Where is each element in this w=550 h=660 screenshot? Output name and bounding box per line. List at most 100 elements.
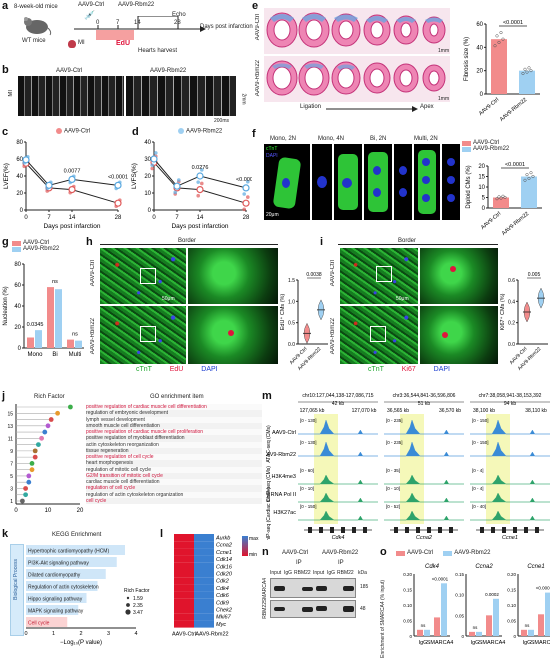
n-lane-2: RBM22 — [294, 570, 311, 576]
data-point — [150, 166, 154, 171]
data-point — [501, 194, 505, 198]
y-tick-label: 40 — [144, 140, 151, 146]
signal-track — [384, 492, 464, 503]
o-legend-ctrl: AAV9-Ctrl — [407, 550, 434, 556]
heat-cell — [194, 562, 214, 570]
x-tick-label: 28 — [243, 215, 250, 221]
data-point — [493, 44, 497, 48]
lollipop-head — [39, 435, 44, 441]
edu-label-a: EdU — [116, 40, 130, 47]
g-legend-ctrl: AAV9-Ctrl — [23, 240, 50, 246]
legend-dot — [126, 603, 130, 607]
lollipop-head — [20, 498, 25, 504]
ligation-apex-arrow — [326, 106, 418, 112]
mean-point — [242, 184, 250, 192]
signal-track — [298, 474, 378, 485]
x-tick-label: 7 — [175, 215, 179, 221]
i-rbm-zoom — [420, 306, 498, 364]
dpi-label-a: Days post infarction — [200, 24, 253, 30]
panel-letter-a: a — [2, 0, 9, 12]
lollipop-head — [42, 429, 48, 435]
series-line — [153, 162, 247, 204]
y-tick-label: 0.05 — [455, 613, 464, 618]
exon — [513, 527, 517, 533]
y-tick-label: 0 — [20, 208, 24, 214]
y-tick-label: 15 — [478, 175, 485, 181]
y-tick-label: 0 — [482, 206, 486, 212]
signal-track — [384, 510, 464, 521]
data-point — [521, 71, 525, 76]
y-tick-label: 5 — [482, 196, 486, 202]
x-tick-label: AAV9-Rbm22 — [501, 211, 530, 236]
kegg-term: MAPK signaling pathway — [28, 609, 84, 615]
bar — [491, 39, 507, 94]
coord: 127,065 kb — [300, 408, 325, 414]
data-point — [501, 37, 505, 41]
y-tick-label: 5 — [10, 474, 13, 480]
tick-28: 28 — [174, 20, 181, 26]
data-point — [525, 70, 529, 74]
gene-name: Ccne1 — [502, 535, 518, 540]
wt-mice-label: WT mice — [22, 38, 46, 44]
heat-cell — [174, 577, 194, 585]
mean-point — [68, 185, 76, 194]
f-legend-rbm: AAV9-Rbm22 — [473, 146, 510, 152]
p-value: 0.0077 — [64, 168, 81, 174]
chart-m: AAV9-Ctrl AAV9-Rbm22 H3K4me3 RNA Pol II H3K2… — [266, 393, 550, 540]
n-marker-185: 185 — [360, 584, 369, 590]
heat-cell — [174, 598, 194, 606]
heat-cell — [194, 548, 214, 556]
track-range: [0 - 40] — [472, 504, 486, 509]
p-value: 0.0345 — [27, 322, 44, 328]
gene-label: Chek2 — [216, 608, 232, 614]
exon — [502, 527, 506, 533]
p-value: ns — [72, 332, 78, 338]
lollipop-head — [45, 423, 51, 429]
y-tick-label: 60 — [16, 157, 23, 163]
f-legend: AAV9-Ctrl AAV9-Rbm22 — [462, 140, 509, 152]
panel-letter-h: h — [86, 236, 93, 248]
chart-f: 0 5 10 15 20 Diploid CMs (%) AAV9-CtrlAAV9-Rbm… — [466, 162, 542, 236]
lollipop-head — [55, 410, 60, 416]
signal-track — [470, 492, 550, 503]
lollipop-head — [23, 486, 28, 491]
exon — [491, 527, 495, 533]
y-tick-label: 0 — [513, 634, 516, 639]
rbm-label-a: AAV9-Rbm22 — [118, 2, 155, 8]
cm-bi-2n — [364, 144, 392, 220]
n-ctrl: AAV9-Ctrl — [282, 550, 309, 556]
echo-mi-label: MI — [8, 90, 14, 97]
go-term: positive regulation of myoblast differen… — [86, 435, 262, 442]
signal-track — [384, 419, 464, 435]
y-tick-label: 20 — [144, 174, 151, 180]
legend-dot — [126, 596, 130, 600]
y-tick-label: 10 — [478, 185, 485, 191]
signal-track — [298, 441, 378, 457]
heat-cell — [174, 541, 194, 549]
series-line — [25, 159, 119, 186]
h-ctnt: cTnT — [136, 366, 152, 373]
data-point — [523, 67, 527, 71]
o-title: Cdk4 — [425, 564, 440, 570]
n-lane-4: IgG — [327, 570, 336, 576]
exon — [535, 527, 539, 533]
x-axis-label: Days post infarction — [171, 223, 228, 230]
legend-value: 3.47 — [133, 610, 143, 616]
exon — [427, 527, 431, 533]
data-point — [173, 190, 177, 195]
i-ctrl-image — [340, 248, 418, 304]
n-lane-1: IgG — [284, 570, 293, 576]
panel-letter-o: o — [380, 546, 387, 558]
bar — [476, 631, 482, 636]
track-range: [0 - 10] — [386, 486, 400, 491]
bar — [493, 598, 499, 636]
p-value: <0.0001 — [505, 162, 525, 168]
track-label: AAV9-Ctrl — [272, 430, 296, 436]
kegg-term: PI3K-Akt signaling pathway — [28, 561, 89, 567]
x-tick-label: SMARCA4 — [427, 640, 454, 646]
lollipop-head — [29, 467, 35, 473]
blot-rbm22 — [270, 600, 356, 618]
d-legend-rbm: AAV9-Rbm22 — [178, 128, 222, 135]
c-legend-ctrl: AAV9-Ctrl — [56, 128, 90, 135]
data-point — [196, 180, 200, 184]
